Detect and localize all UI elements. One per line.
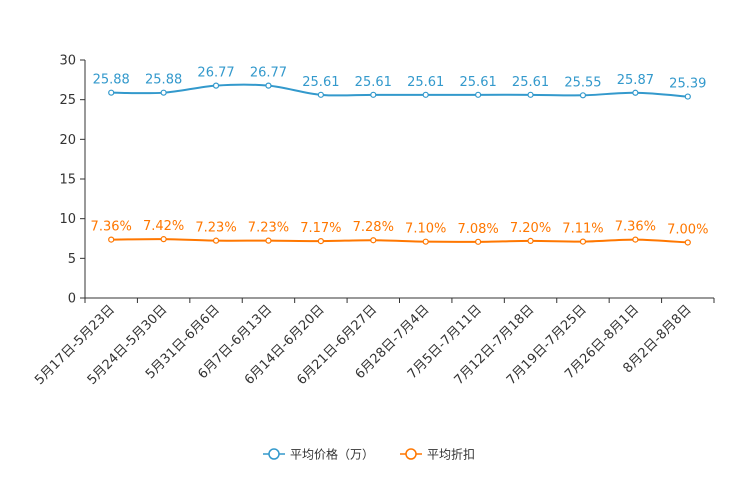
data-point[interactable]: [475, 91, 482, 98]
y-tick-label: 20: [59, 133, 76, 148]
data-point[interactable]: [265, 82, 272, 89]
data-label: 25.88: [93, 73, 130, 88]
data-point[interactable]: [265, 237, 272, 244]
series-average-price: 25.88 25.88 26.77 26.77 25.61 25.61 25.61 25.61…: [93, 66, 706, 100]
series-line: [111, 238, 688, 244]
data-label: 7.28%: [353, 220, 394, 235]
data-point[interactable]: [108, 236, 115, 243]
data-label: 7.36%: [615, 220, 656, 235]
data-label: 7.42%: [143, 219, 184, 234]
data-point[interactable]: [370, 237, 377, 244]
data-label: 7.17%: [300, 221, 341, 236]
data-point[interactable]: [212, 82, 220, 89]
data-label: 26.77: [197, 66, 234, 81]
data-label: 25.61: [407, 75, 444, 90]
data-point[interactable]: [579, 92, 587, 99]
series-layer: 25.88 25.88 26.77 26.77 25.61 25.61 25.61 25.61…: [91, 66, 708, 246]
data-label: 7.10%: [405, 222, 446, 237]
data-point[interactable]: [632, 236, 639, 243]
series-line: [111, 83, 688, 98]
data-label: 7.23%: [195, 221, 236, 236]
data-point[interactable]: [317, 91, 324, 98]
legend-item-average-discount[interactable]: 平均折扣: [400, 447, 475, 462]
y-tick-label: 5: [68, 252, 76, 267]
data-label: 25.61: [512, 75, 549, 90]
data-label: 25.61: [460, 75, 497, 90]
legend-marker-icon: [268, 448, 280, 460]
data-point[interactable]: [579, 238, 587, 245]
data-point[interactable]: [527, 91, 534, 98]
y-tick-label: 25: [59, 93, 76, 108]
data-label: 25.87: [617, 73, 654, 88]
data-label: 7.36%: [91, 220, 132, 235]
data-label: 25.61: [302, 75, 339, 90]
data-point[interactable]: [684, 239, 691, 246]
legend-label: 平均价格（万）: [290, 447, 374, 462]
data-point[interactable]: [160, 89, 167, 96]
legend-item-average-price[interactable]: 平均价格（万）: [263, 447, 374, 462]
data-label: 25.39: [669, 77, 706, 92]
y-tick-label: 0: [68, 292, 76, 307]
data-point[interactable]: [527, 237, 534, 244]
data-label: 7.00%: [667, 222, 708, 237]
data-point[interactable]: [422, 238, 429, 245]
data-point[interactable]: [422, 91, 429, 98]
data-label: 7.08%: [457, 222, 498, 237]
data-label: 25.61: [355, 75, 392, 90]
legend[interactable]: 平均价格（万） 平均折扣: [263, 447, 475, 462]
legend-marker-icon: [405, 448, 417, 460]
data-label: 26.77: [250, 66, 287, 81]
data-point[interactable]: [632, 89, 639, 96]
data-point[interactable]: [160, 236, 167, 243]
data-point[interactable]: [370, 91, 377, 98]
data-label: 7.23%: [248, 221, 289, 236]
data-point[interactable]: [108, 89, 115, 96]
data-point[interactable]: [475, 238, 482, 245]
data-label: 25.88: [145, 73, 182, 88]
y-tick-label: 30: [59, 54, 76, 69]
legend-label: 平均折扣: [427, 447, 475, 462]
y-tick-label: 15: [59, 173, 76, 188]
data-label: 7.20%: [510, 221, 551, 236]
data-point[interactable]: [212, 237, 220, 244]
data-label: 25.55: [564, 75, 601, 90]
series-average-discount: 7.36% 7.42% 7.23% 7.23% 7.17% 7.28% 7.10% 7.08%…: [91, 219, 708, 246]
data-label: 7.11%: [562, 222, 603, 237]
y-tick-label: 10: [59, 212, 76, 227]
data-point[interactable]: [684, 93, 691, 100]
data-point[interactable]: [317, 238, 324, 245]
